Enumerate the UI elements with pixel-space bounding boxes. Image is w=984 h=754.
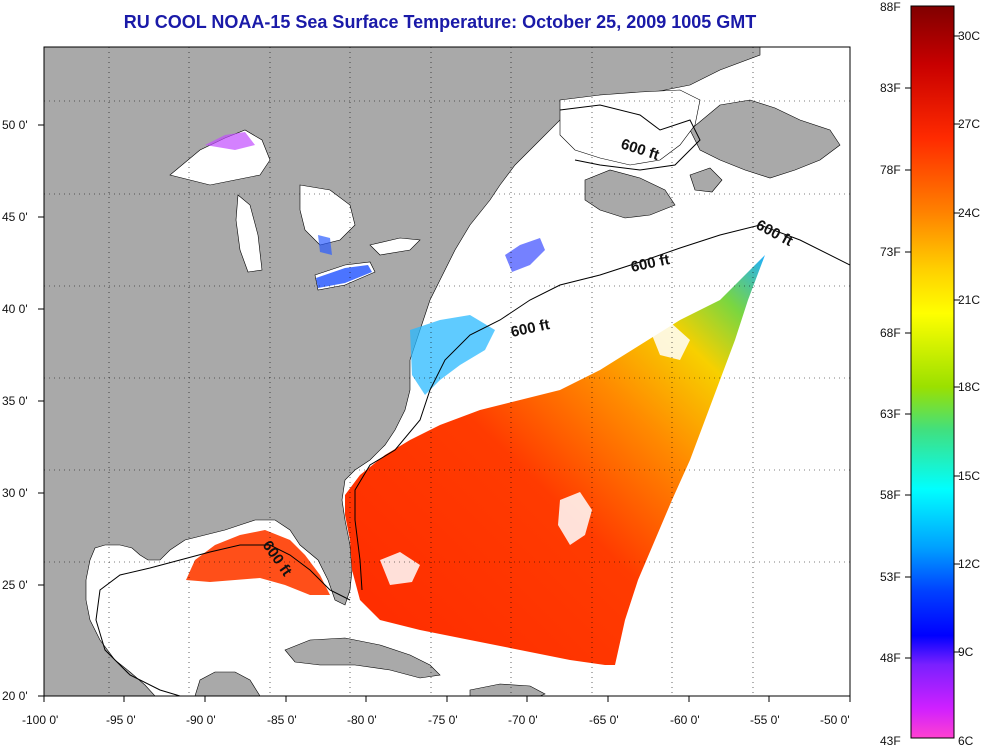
lon-tick-label: -100 0' (22, 713, 58, 727)
celsius-label: 27C (958, 117, 980, 131)
lon-tick-label: -55 0' (750, 713, 780, 727)
gulf-st-lawrence (559, 89, 701, 166)
land-hispaniola (469, 683, 546, 696)
lon-tick-label: -70 0' (508, 713, 538, 727)
fahrenheit-label: 83F (880, 81, 901, 95)
celsius-label: 6C (958, 734, 974, 748)
lake-erie-sst (316, 265, 372, 288)
graticule (44, 47, 850, 696)
celsius-label: 18C (958, 380, 980, 394)
lon-tick-label: -80 0' (347, 713, 377, 727)
color-scale-bar (910, 5, 955, 739)
cloud-patch (380, 322, 690, 585)
lat-tick-label: 25 0' (2, 578, 28, 592)
coastal-cool-waters-north (505, 238, 545, 272)
lon-tick-label: -75 0' (428, 713, 458, 727)
great-lakes (169, 129, 421, 291)
fahrenheit-label: 48F (880, 651, 901, 665)
lon-tick-label: -50 0' (820, 713, 850, 727)
lon-tick-label: -60 0' (670, 713, 700, 727)
lat-tick-label: 45 0' (2, 210, 28, 224)
axis-ticks (38, 124, 851, 702)
celsius-label: 21C (958, 293, 980, 307)
fahrenheit-label: 88F (880, 0, 901, 14)
lat-tick-label: 40 0' (2, 302, 28, 316)
isobath-600ft (95, 224, 850, 696)
celsius-label: 15C (958, 469, 980, 483)
fahrenheit-label: 53F (880, 570, 901, 584)
lake-michigan-sst (318, 235, 332, 255)
fahrenheit-label: 73F (880, 245, 901, 259)
fahrenheit-label: 58F (880, 488, 901, 502)
lat-tick-label: 50 0' (2, 118, 28, 132)
lat-tick-label: 35 0' (2, 394, 28, 408)
map-title: RU COOL NOAA-15 Sea Surface Temperature:… (123, 12, 757, 32)
coastal-cool-waters (410, 315, 495, 395)
land-newfoundland (689, 99, 841, 179)
fahrenheit-label: 43F (880, 734, 901, 748)
land-cape-breton (689, 167, 723, 193)
lat-tick-label: 20 0' (2, 689, 28, 703)
celsius-label: 30C (958, 29, 980, 43)
land-cuba (284, 637, 441, 679)
celsius-label: 24C (958, 206, 980, 220)
lon-tick-label: -90 0' (186, 713, 216, 727)
fahrenheit-label: 68F (880, 326, 901, 340)
lake-superior-sst (205, 132, 255, 150)
land-yucatan (194, 671, 261, 696)
celsius-label: 12C (958, 557, 980, 571)
celsius-label: 9C (958, 645, 974, 659)
lon-tick-label: -65 0' (589, 713, 619, 727)
fahrenheit-label: 63F (880, 407, 901, 421)
land-north-america (44, 47, 761, 696)
lat-tick-label: 30 0' (2, 486, 28, 500)
lon-tick-label: -95 0' (106, 713, 136, 727)
gulf-mexico-sst (186, 530, 330, 595)
lon-tick-label: -85 0' (267, 713, 297, 727)
sst-swath (345, 255, 765, 665)
sst-map: 600 ft 600 ft 600 ft 600 ft 600 ft (2, 46, 851, 727)
fahrenheit-label: 78F (880, 163, 901, 177)
isobath-600ft-north (559, 104, 701, 171)
